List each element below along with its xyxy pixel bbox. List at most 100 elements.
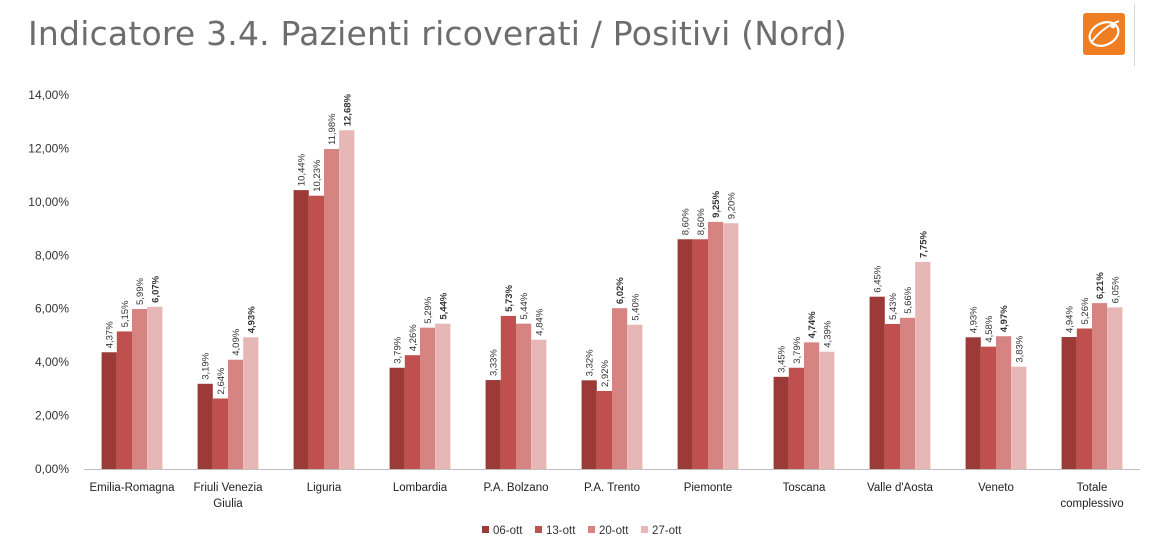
x-tick-label: P.A. Bolzano [483,482,548,494]
data-label: 3,45% [777,345,788,372]
data-label: 7,75% [918,230,929,257]
bar [293,190,309,470]
bar [980,346,996,469]
data-label: 5,15% [120,300,131,327]
bar [819,351,835,469]
data-label: 10,23% [312,159,323,192]
data-label: 11,98% [327,113,338,145]
y-tick-label: 14,00% [28,88,69,102]
data-label: 6,45% [873,265,884,292]
header-divider [1134,4,1135,66]
data-label: 2,64% [216,367,227,394]
bar [996,336,1012,469]
bar [116,331,132,469]
y-tick-label: 0,00% [35,462,69,476]
bar [581,380,597,469]
data-label: 5,40% [630,293,641,320]
data-label: 5,44% [438,292,449,319]
bar [308,195,324,469]
data-label: 6,07% [150,275,161,302]
legend-swatch [641,526,648,533]
bar [420,327,436,469]
bar [869,296,885,469]
legend-label: 27-ott [652,525,682,537]
data-label: 4,94% [1065,306,1076,333]
bar [804,342,820,469]
bar [596,390,612,469]
bar [147,306,163,469]
data-label: 8,60% [696,208,707,235]
x-tick-label: complessivo [1060,498,1123,510]
data-label: 3,79% [393,336,404,363]
data-label: 4,09% [231,328,242,355]
x-tick-label: Giulia [213,498,243,510]
data-label: 3,79% [792,336,803,363]
bar [435,323,451,469]
bar [692,239,708,469]
data-label: 2,92% [600,360,611,387]
bar [101,352,117,469]
bar [1076,328,1092,469]
legend-label: 06-ott [493,525,523,537]
data-label: 3,19% [201,352,212,379]
bar [243,337,259,469]
bar [485,380,501,469]
data-label: 8,60% [681,208,692,235]
bar [723,223,739,469]
data-label: 9,25% [711,190,722,217]
y-tick-label: 6,00% [35,302,69,316]
x-tick-label: Piemonte [684,482,733,494]
bar [516,323,532,469]
y-tick-label: 2,00% [35,409,69,423]
legend-swatch [535,526,542,533]
x-tick-label: Friuli Venezia [193,482,263,494]
bar [212,398,228,469]
bar [1107,307,1123,469]
data-label: 4,97% [999,305,1010,332]
data-label: 3,83% [1014,335,1025,362]
data-label: 3,33% [489,349,500,376]
bar [132,308,148,469]
x-tick-label: P.A. Trento [584,482,640,494]
data-label: 4,39% [822,320,833,347]
bar [627,324,643,469]
bar [884,323,900,469]
bar [500,315,516,469]
legend-label: 20-ott [599,525,629,537]
data-label: 5,43% [888,292,899,319]
data-label: 4,26% [408,324,419,351]
bar [773,376,789,469]
bar [612,308,628,469]
legend-swatch [588,526,595,533]
bar [708,221,724,469]
x-tick-label: Lombardia [393,482,448,494]
data-label: 12,68% [342,93,353,126]
data-label: 4,93% [969,306,980,333]
slide-title: Indicatore 3.4. Pazienti ricoverati / Po… [28,14,847,53]
data-label: 5,44% [519,292,530,319]
organization-logo-icon [1083,13,1125,55]
x-tick-label: Veneto [978,482,1014,494]
data-label: 5,66% [903,286,914,313]
data-label: 10,44% [297,153,308,186]
x-tick-label: Emilia-Romagna [89,482,175,494]
bar [389,367,405,469]
bar [531,339,547,469]
y-tick-label: 10,00% [28,195,69,209]
bar [677,239,693,469]
data-label: 5,26% [1080,297,1091,324]
data-label: 5,73% [504,284,515,311]
data-label: 5,29% [423,296,434,323]
data-label: 9,20% [726,192,737,219]
legend-swatch [482,526,489,533]
bar [1011,366,1027,469]
y-tick-label: 12,00% [28,141,69,155]
legend-label: 13-ott [546,525,576,537]
bar [339,130,355,469]
data-label: 6,05% [1110,276,1121,303]
bar [1092,303,1108,469]
bar [404,355,420,469]
bar [197,383,213,469]
data-label: 4,93% [246,306,257,333]
